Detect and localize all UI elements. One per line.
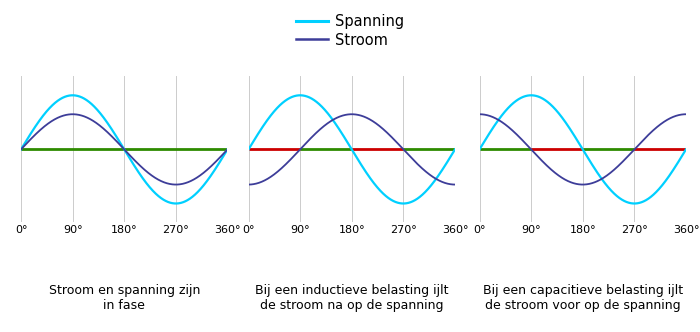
Text: Stroom en spanning zijn
in fase: Stroom en spanning zijn in fase	[48, 284, 200, 312]
Text: Bij een capacitieve belasting ijlt
de stroom voor op de spanning: Bij een capacitieve belasting ijlt de st…	[483, 284, 682, 312]
Legend: Spanning, Stroom: Spanning, Stroom	[295, 14, 405, 47]
Text: Bij een inductieve belasting ijlt
de stroom na op de spanning: Bij een inductieve belasting ijlt de str…	[255, 284, 449, 312]
